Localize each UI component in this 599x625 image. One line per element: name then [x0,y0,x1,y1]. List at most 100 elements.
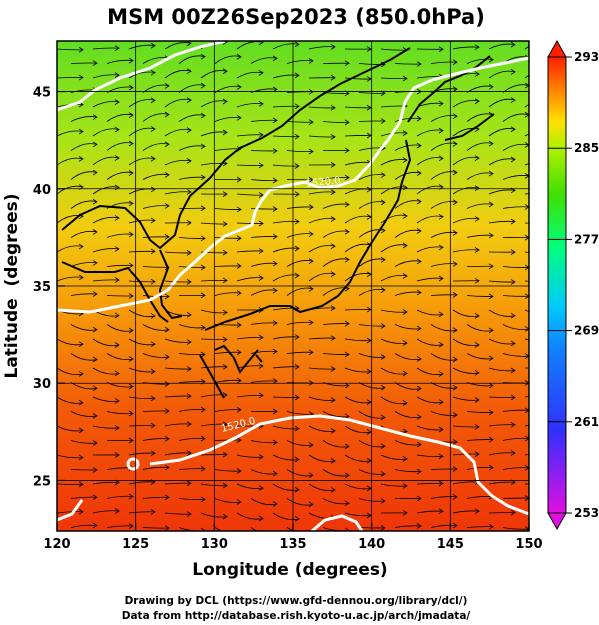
streamline [250,527,258,531]
streamline-arrowhead [236,322,242,328]
streamline [92,367,120,375]
streamline-arrowhead [78,371,84,377]
streamline-arrowhead [128,57,134,64]
streamline-arrowhead [222,336,228,343]
streamline [452,338,480,346]
streamline [380,159,408,166]
streamline [416,338,444,346]
streamline-arrowhead [488,140,494,147]
streamline [380,77,408,79]
streamline-arrowhead [272,287,278,294]
streamline [272,135,300,138]
streamline-arrowhead [186,127,192,133]
streamline-arrowhead [236,468,242,474]
streamline-arrowhead [128,200,134,207]
streamline [128,452,156,456]
streamline-arrowhead [308,258,314,264]
streamline-arrowhead [200,143,206,150]
streamline [92,425,120,429]
streamline [430,382,458,389]
streamline [57,276,84,282]
streamline-arrowhead [344,201,350,208]
streamline [164,482,192,485]
streamline-arrowhead [258,70,264,76]
streamline-arrowhead [402,75,408,82]
streamline [214,292,242,296]
streamline [57,454,84,459]
streamline-arrowhead [222,68,228,75]
streamline [70,353,98,361]
streamline-arrowhead [380,443,386,450]
streamline-arrowhead [402,340,408,346]
streamline [430,263,458,267]
colorbar: 293 285 277 269 261 253 [547,39,599,531]
streamline-arrowhead [524,495,529,501]
streamline [70,411,98,417]
streamline-arrowhead [330,487,336,493]
streamline [92,216,120,224]
streamline-arrowhead [308,176,314,183]
streamline [128,157,156,166]
streamline-arrowhead [164,408,170,414]
streamline [92,186,120,195]
streamline [524,424,529,427]
streamline-arrowhead [380,498,386,504]
streamline-arrowhead [366,429,372,435]
streamline [128,396,156,400]
streamline-arrowhead [380,199,386,206]
streamline [488,367,516,372]
streamline-arrowhead [258,363,264,369]
streamline-arrowhead [438,311,444,318]
x-tick-label: 120 [43,537,70,552]
colorbar-min-arrow [547,512,567,531]
streamline-arrowhead [78,243,84,250]
streamline-arrowhead [294,218,300,225]
streamline-arrowhead [258,101,264,107]
streamline-arrowhead [272,320,278,326]
streamline-arrowhead [150,450,156,457]
y-tick-label: 45 [33,86,51,101]
streamline-arrowhead [114,277,120,283]
streamline [416,483,444,485]
streamline [236,512,264,520]
streamline [57,338,84,346]
streamline-arrowhead [452,113,458,120]
streamline [344,425,372,434]
streamline [430,115,458,122]
streamline [142,324,170,331]
streamline-arrowhead [294,456,300,463]
streamline-arrowhead [344,320,350,327]
streamline-arrowhead [164,354,170,360]
streamline-arrowhead [272,117,278,124]
streamline-arrowhead [344,500,350,507]
streamline-arrowhead [92,440,98,446]
streamline-arrowhead [186,421,192,427]
streamline [524,163,529,166]
streamline-arrowhead [114,452,120,458]
streamline-arrowhead [510,367,516,374]
x-tick-label: 145 [437,537,464,552]
streamline [466,295,494,297]
streamline-arrowhead [438,480,444,487]
streamline-arrowhead [164,293,170,300]
streamline-arrowhead [380,414,386,421]
streamline-arrowhead [438,275,444,282]
streamline-arrowhead [128,356,134,362]
streamline [430,142,458,151]
streamline-arrowhead [510,218,516,225]
streamline [502,437,529,441]
streamline-arrowhead [452,86,458,92]
streamline-arrowhead [366,214,372,220]
streamline [236,250,264,253]
streamline [128,481,156,485]
streamline-arrowhead [438,371,444,377]
streamline-arrowhead [308,285,314,292]
streamline [236,336,264,340]
streamline [380,186,408,195]
streamline [344,215,372,224]
streamline-arrowhead [402,157,408,163]
streamline-arrowhead [402,273,408,279]
y-tick-label: 25 [33,474,51,489]
streamline-arrowhead [416,142,422,149]
streamline-arrowhead [488,382,494,389]
